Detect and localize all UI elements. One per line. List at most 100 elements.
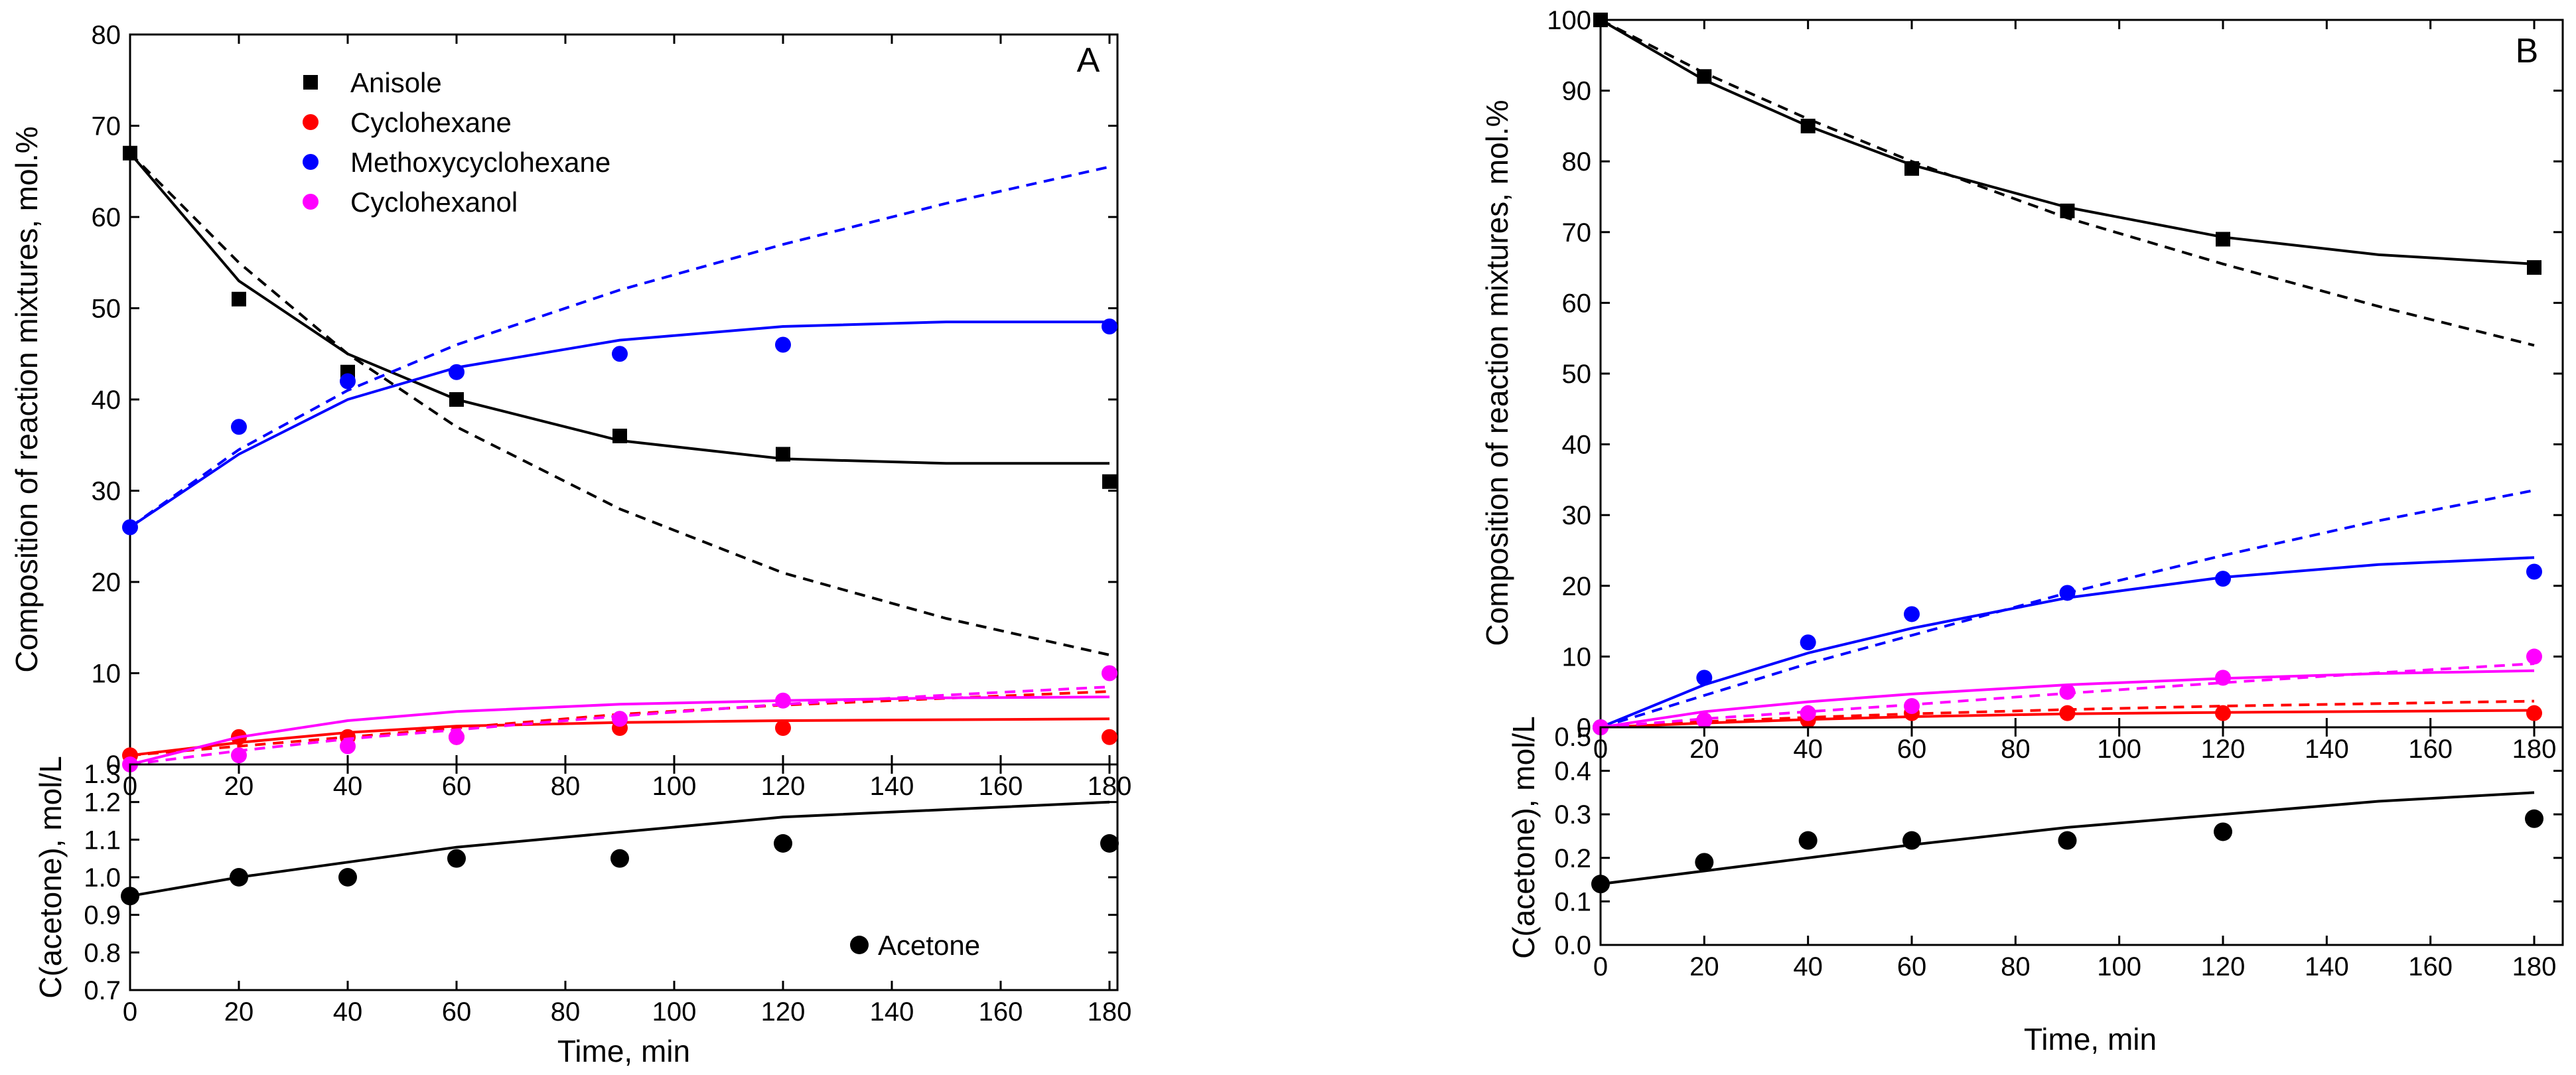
y-tick-label: 0.5 (1554, 723, 1591, 752)
panel-a-x-axis-label: Time, min (557, 1034, 690, 1068)
methoxycyclohexane-legend-marker (303, 154, 319, 170)
anisole-data-point (232, 291, 246, 307)
y-tick-label: 90 (1562, 77, 1592, 106)
acetone-solid-fit-line (129, 800, 1110, 898)
y-tick-label: 0.1 (1554, 887, 1591, 916)
anisole-dashed-fit-line (129, 152, 1110, 656)
acetone-data-point (1100, 834, 1119, 853)
acetone-data-point (2214, 822, 2232, 841)
x-tick-label: 120 (761, 997, 806, 1027)
y-tick-label: 10 (92, 660, 121, 689)
panel-b-x-axis-label: Time, min (2024, 1022, 2157, 1056)
x-tick-label: 40 (1793, 952, 1823, 981)
x-tick-label: 40 (333, 997, 363, 1027)
x-tick-label: 60 (1897, 735, 1927, 764)
plot-frame (1599, 726, 2564, 946)
acetone-legend-marker (850, 936, 869, 954)
anisole-data-point (1904, 161, 1919, 176)
anisole-data-point (2527, 260, 2541, 275)
acetone-data-point (774, 834, 792, 853)
y-tick-label: 60 (92, 203, 121, 232)
methoxycyclohexane-data-point (1696, 670, 1713, 686)
x-tick-label: 160 (979, 997, 1023, 1027)
acetone-legend-label: Acetone (878, 930, 980, 961)
y-tick-label: 80 (92, 21, 121, 50)
x-tick-label: 80 (2001, 952, 2031, 981)
panel-b-acetone-plot: 0.00.10.20.30.40.50 20 40 60 80 100 120 140 160 1… (1506, 716, 2564, 981)
anisole-data-point (1697, 69, 1712, 84)
anisole-data-point (1593, 13, 1608, 27)
panel-b-composition-y-axis-label: Composition of reaction mixtures, mol.% (1480, 100, 1514, 646)
cyclohexanol-data-point (449, 729, 465, 745)
cyclohexane-legend-marker (303, 114, 319, 130)
y-tick-label: 40 (1562, 431, 1592, 460)
y-tick-label: 0.8 (84, 938, 121, 967)
cyclohexanol-data-point (1904, 698, 1920, 715)
y-tick-label: 40 (92, 386, 121, 415)
cyclohexane-data-point (2526, 705, 2542, 721)
plot-frame (1599, 19, 2564, 729)
panel-a-composition-y-axis-label: Composition of reaction mixtures, mol.% (9, 126, 44, 672)
panel-a-legend: Anisole Cyclohexane Methoxycyclohexane Cycl… (303, 67, 610, 218)
y-tick-label: 20 (1562, 572, 1592, 601)
y-tick-label: 0.2 (1554, 844, 1591, 873)
cyclohexane-data-point (2059, 705, 2076, 721)
anisole-data-point (2216, 232, 2230, 247)
cyclohexane-data-point (1102, 729, 1117, 745)
methoxycyclohexane-dashed-fit-line (1600, 488, 2535, 729)
methoxycyclohexane-data-point (2526, 563, 2542, 580)
y-tick-label: 0.4 (1554, 757, 1591, 786)
anisole-data-point (776, 447, 790, 462)
acetone-data-point (1798, 831, 1818, 850)
cyclohexanol-data-point (1800, 705, 1816, 721)
x-tick-label: 160 (2408, 952, 2453, 981)
panel-a-acetone-legend: Acetone (850, 930, 980, 961)
x-tick-label: 100 (652, 997, 697, 1027)
methoxycyclohexane-data-point (1800, 634, 1816, 651)
x-tick-label: 20 (1689, 952, 1719, 981)
anisole-solid-fit-line (1599, 19, 2535, 265)
x-tick-label: 100 (652, 772, 697, 801)
methoxycyclohexane-data-point (1102, 319, 1117, 334)
x-tick-label: 120 (2201, 735, 2246, 764)
x-tick-label: 140 (870, 772, 914, 801)
cyclohexanol-legend-label: Cyclohexanol (350, 186, 518, 218)
methoxycyclohexane-data-point (449, 364, 465, 380)
y-tick-label: 0.3 (1554, 800, 1591, 829)
cyclohexanol-solid-fit-line (129, 695, 1110, 766)
methoxycyclohexane-data-point (340, 373, 356, 390)
anisole-dashed-fit-line (1600, 19, 2535, 347)
panel-b-acetone-y-axis-label: C(acetone), mol/L (1506, 716, 1541, 959)
x-tick-label: 140 (2305, 735, 2349, 764)
cyclohexane-legend-label: Cyclohexane (350, 107, 512, 138)
methoxycyclohexane-data-point (231, 419, 247, 435)
methoxycyclohexane-data-point (122, 519, 138, 536)
x-tick-label: 180 (1088, 772, 1132, 801)
x-tick-label: 80 (2001, 735, 2031, 764)
y-tick-label: 1.3 (84, 760, 121, 789)
y-tick-label: 0 (106, 751, 121, 780)
y-tick-label: 50 (1562, 360, 1592, 389)
acetone-data-point (230, 868, 248, 887)
x-tick-label: 20 (224, 997, 254, 1027)
acetone-data-point (121, 887, 139, 906)
x-tick-label: 180 (2512, 735, 2557, 764)
x-tick-label: 160 (979, 772, 1023, 801)
methoxycyclohexane-data-point (775, 336, 791, 353)
methoxycyclohexane-solid-fit-line (129, 321, 1109, 529)
acetone-data-point (1695, 853, 1714, 872)
anisole-data-point (612, 429, 627, 443)
methoxycyclohexane-data-point (612, 346, 628, 362)
cyclohexanol-data-point (612, 711, 628, 727)
anisole-data-point (123, 145, 137, 161)
cyclohexanol-dashed-fit-line (129, 685, 1110, 766)
panel-b: 0 10 20 30 40 50 60 70 80 90 100 0 20 40 60 80 100 120 140… (1480, 6, 2564, 1056)
y-tick-label: 0 (1577, 713, 1591, 743)
x-tick-label: 140 (2305, 952, 2349, 981)
cyclohexanol-data-point (2059, 683, 2076, 700)
anisole-data-point (1102, 474, 1117, 489)
y-tick-label: 60 (1562, 289, 1592, 318)
y-tick-label: 10 (1562, 642, 1592, 672)
cyclohexanol-legend-marker (303, 194, 319, 210)
